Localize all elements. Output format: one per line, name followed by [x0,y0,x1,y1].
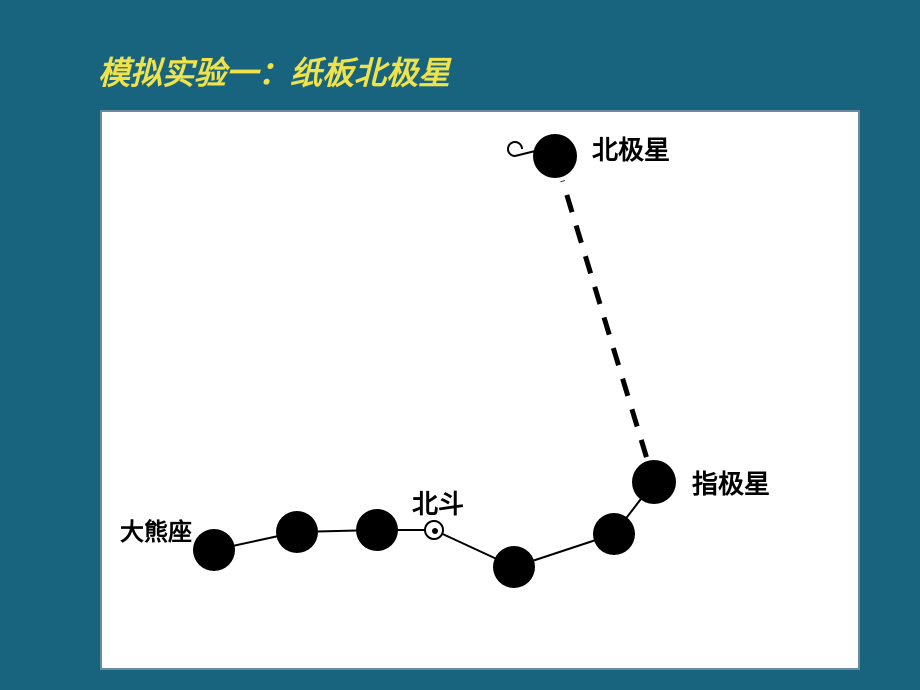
slide-title: 模拟实验一：纸板北极星 [98,48,450,94]
label-polaris: 北极星 [592,130,670,167]
label-beidou: 北斗 [412,484,464,521]
label-pointer: 指极星 [692,464,770,501]
constellation-svg [102,112,862,672]
diagram-panel: 北极星 指极星 北斗 大熊座 [100,110,860,670]
label-ursa-major: 大熊座 [120,512,192,547]
slide: 模拟实验一：纸板北极星 北极星 指极星 北斗 大熊座 [0,0,920,690]
